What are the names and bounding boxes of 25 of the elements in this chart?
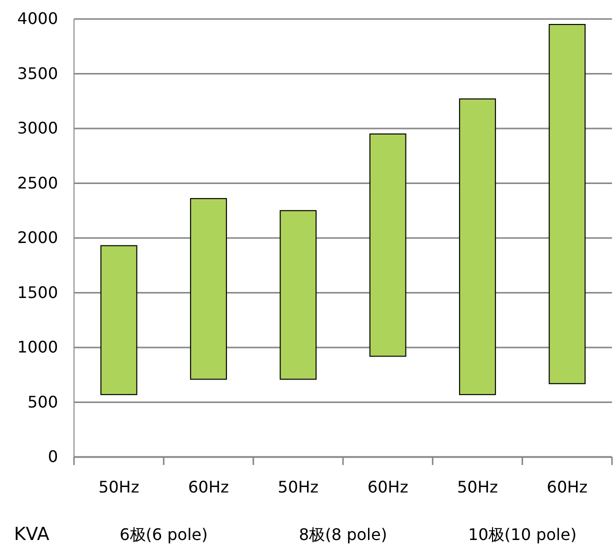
y-tick-label: 0 [48, 447, 58, 466]
bar [459, 98, 496, 396]
y-tick-label: 3500 [17, 64, 58, 83]
text: 6极(6 pole) [120, 525, 208, 544]
y-tick-label: 4000 [17, 9, 58, 28]
y-tick-label: 2500 [17, 173, 58, 192]
text: 8极(8 pole) [298, 525, 388, 544]
text: 10极(10 pole) [468, 525, 577, 544]
x-tick-label: 50Hz [98, 477, 140, 496]
y-tick-label: 3000 [17, 118, 58, 138]
y-tick-label: 500 [27, 392, 58, 412]
y-tick-label: 2000 [17, 228, 58, 248]
bar [100, 245, 138, 396]
x-tick-label: 60Hz [188, 477, 229, 496]
bar [280, 210, 317, 380]
y-axis-title: KVA [14, 524, 50, 545]
bar [548, 24, 586, 384]
x-tick-label: 60Hz [367, 477, 408, 496]
x-tick-label: 50Hz [278, 477, 319, 496]
x-tick-label: 50Hz [457, 477, 498, 496]
y-tick-label: 1500 [17, 282, 58, 302]
bar [190, 198, 227, 380]
y-tick-label: 1000 [17, 338, 58, 357]
bar [369, 133, 406, 357]
x-tick-label: 60Hz [546, 477, 588, 496]
